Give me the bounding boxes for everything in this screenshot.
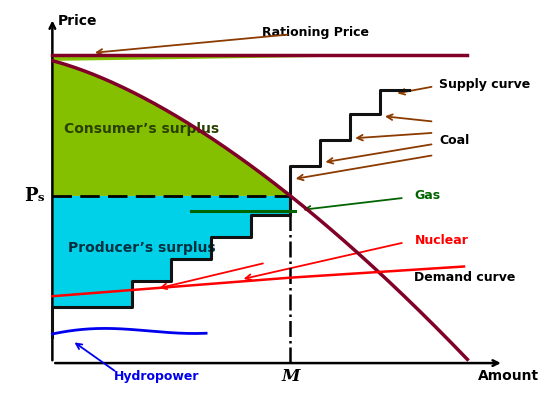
Text: Consumer’s surplus: Consumer’s surplus [64, 122, 219, 136]
Polygon shape [52, 196, 290, 337]
Polygon shape [52, 55, 467, 196]
Text: M: M [281, 368, 300, 384]
Text: Coal: Coal [439, 134, 470, 147]
Text: Hydropower: Hydropower [114, 370, 199, 382]
Text: Amount: Amount [478, 369, 539, 383]
Text: Rationing Price: Rationing Price [262, 26, 369, 39]
Text: Nuclear: Nuclear [414, 234, 468, 247]
Text: Supply curve: Supply curve [439, 78, 531, 91]
Text: Pₛ: Pₛ [24, 187, 45, 205]
Text: Producer’s surplus: Producer’s surplus [68, 241, 216, 255]
Text: Price: Price [57, 14, 97, 28]
Text: Gas: Gas [414, 189, 441, 202]
Text: Demand curve: Demand curve [414, 271, 516, 284]
